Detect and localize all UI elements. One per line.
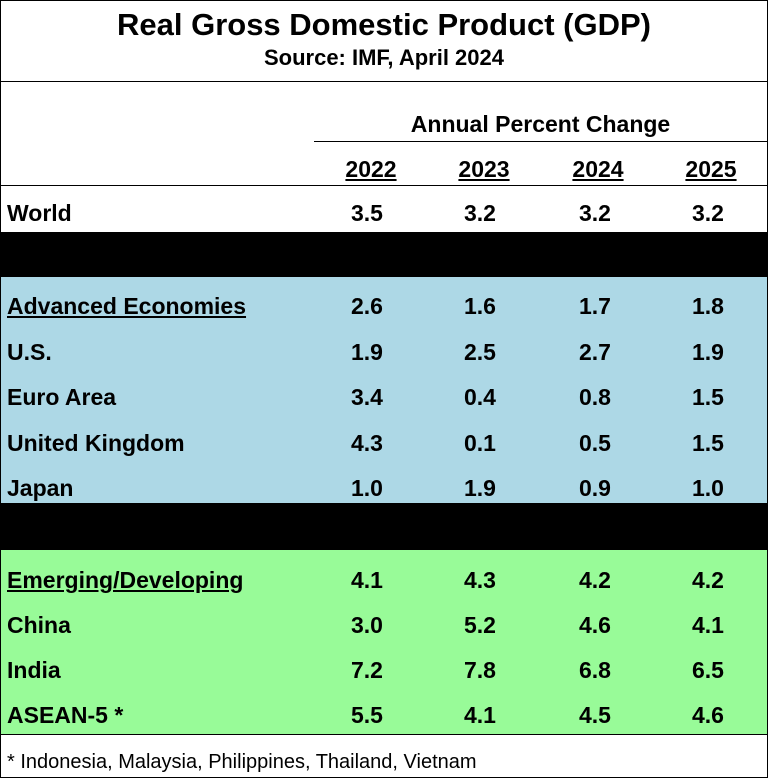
cell-2022: 4.3 — [351, 430, 383, 456]
cell-2022: 3.5 — [351, 200, 383, 226]
footnote: * Indonesia, Malaysia, Philippines, Thai… — [7, 751, 477, 773]
row-label: India — [7, 657, 61, 683]
separator-band-2 — [1, 503, 767, 550]
cell-2025: 4.1 — [692, 612, 724, 638]
cell-2022: 7.2 — [351, 657, 383, 683]
year-header-2022: 2022 — [345, 156, 397, 182]
cell-2024: 4.6 — [579, 612, 611, 638]
cell-2023: 4.1 — [464, 702, 496, 728]
row-label: Euro Area — [7, 384, 117, 410]
row-label: U.S. — [7, 339, 52, 365]
cell-2025: 3.2 — [692, 200, 724, 226]
cell-2022: 3.4 — [351, 384, 383, 410]
cell-2023: 5.2 — [464, 612, 496, 638]
table-row-advanced-economies: Advanced Economies 2.6 1.6 1.7 1.8 — [1, 284, 767, 329]
cell-2023: 4.3 — [464, 567, 496, 593]
cell-2024: 4.5 — [579, 702, 611, 728]
year-header-2024: 2024 — [572, 156, 624, 182]
separator-band-1 — [1, 232, 767, 277]
table-row-us: U.S. 1.9 2.5 2.7 1.9 — [1, 330, 767, 375]
table-row-china: China 3.0 5.2 4.6 4.1 — [1, 603, 767, 648]
row-label: China — [7, 612, 71, 638]
footnote-rule — [1, 734, 767, 735]
column-header: Annual Percent Change 2022 2023 2024 202… — [1, 82, 767, 185]
row-label: Japan — [7, 475, 74, 501]
cell-2023: 7.8 — [464, 657, 496, 683]
table-row-united-kingdom: United Kingdom 4.3 0.1 0.5 1.5 — [1, 421, 767, 466]
cell-2025: 1.5 — [692, 430, 724, 456]
table-row-india: India 7.2 7.8 6.8 6.5 — [1, 648, 767, 693]
cell-2022: 3.0 — [351, 612, 383, 638]
cell-2023: 2.5 — [464, 339, 496, 365]
cell-2022: 1.9 — [351, 339, 383, 365]
cell-2025: 1.5 — [692, 384, 724, 410]
table-subtitle: Source: IMF, April 2024 — [263, 45, 505, 70]
column-group-label: Annual Percent Change — [410, 111, 671, 137]
title-box: Real Gross Domestic Product (GDP) Source… — [1, 1, 767, 82]
cell-2022: 4.1 — [351, 567, 383, 593]
header-rule — [1, 185, 767, 186]
cell-2025: 4.6 — [692, 702, 724, 728]
year-header-2023: 2023 — [458, 156, 510, 182]
table-row-euro-area: Euro Area 3.4 0.4 0.8 1.5 — [1, 375, 767, 420]
cell-2023: 3.2 — [464, 200, 496, 226]
cell-2022: 5.5 — [351, 702, 383, 728]
cell-2025: 1.0 — [692, 475, 724, 501]
row-label: World — [7, 200, 72, 226]
table-title: Real Gross Domestic Product (GDP) — [116, 7, 651, 42]
cell-2025: 1.8 — [692, 293, 724, 319]
cell-2023: 1.6 — [464, 293, 496, 319]
cell-2022: 2.6 — [351, 293, 383, 319]
row-label: Advanced Economies — [7, 293, 247, 319]
cell-2022: 1.0 — [351, 475, 383, 501]
cell-2025: 4.2 — [692, 567, 724, 593]
row-label: Emerging/Developing — [7, 567, 244, 593]
cell-2024: 0.8 — [579, 384, 611, 410]
row-label: ASEAN-5 * — [7, 702, 124, 728]
cell-2024: 4.2 — [579, 567, 611, 593]
table-row-world: World 3.5 3.2 3.2 3.2 — [1, 191, 767, 236]
row-label: United Kingdom — [7, 430, 185, 456]
cell-2024: 3.2 — [579, 200, 611, 226]
advanced-economies-band — [1, 277, 767, 503]
cell-2024: 0.9 — [579, 475, 611, 501]
column-group-underline — [314, 141, 767, 142]
cell-2023: 0.1 — [464, 430, 496, 456]
cell-2024: 2.7 — [579, 339, 611, 365]
table-row-japan: Japan 1.0 1.9 0.9 1.0 — [1, 466, 767, 511]
cell-2024: 6.8 — [579, 657, 611, 683]
emerging-developing-band — [1, 550, 767, 734]
cell-2025: 1.9 — [692, 339, 724, 365]
cell-2025: 6.5 — [692, 657, 724, 683]
cell-2024: 0.5 — [579, 430, 611, 456]
table-row-asean-5: ASEAN-5 * 5.5 4.1 4.5 4.6 — [1, 693, 767, 738]
cell-2023: 1.9 — [464, 475, 496, 501]
cell-2024: 1.7 — [579, 293, 611, 319]
table-row-emerging-developing: Emerging/Developing 4.1 4.3 4.2 4.2 — [1, 558, 767, 603]
cell-2023: 0.4 — [464, 384, 496, 410]
year-header-2025: 2025 — [685, 156, 737, 182]
